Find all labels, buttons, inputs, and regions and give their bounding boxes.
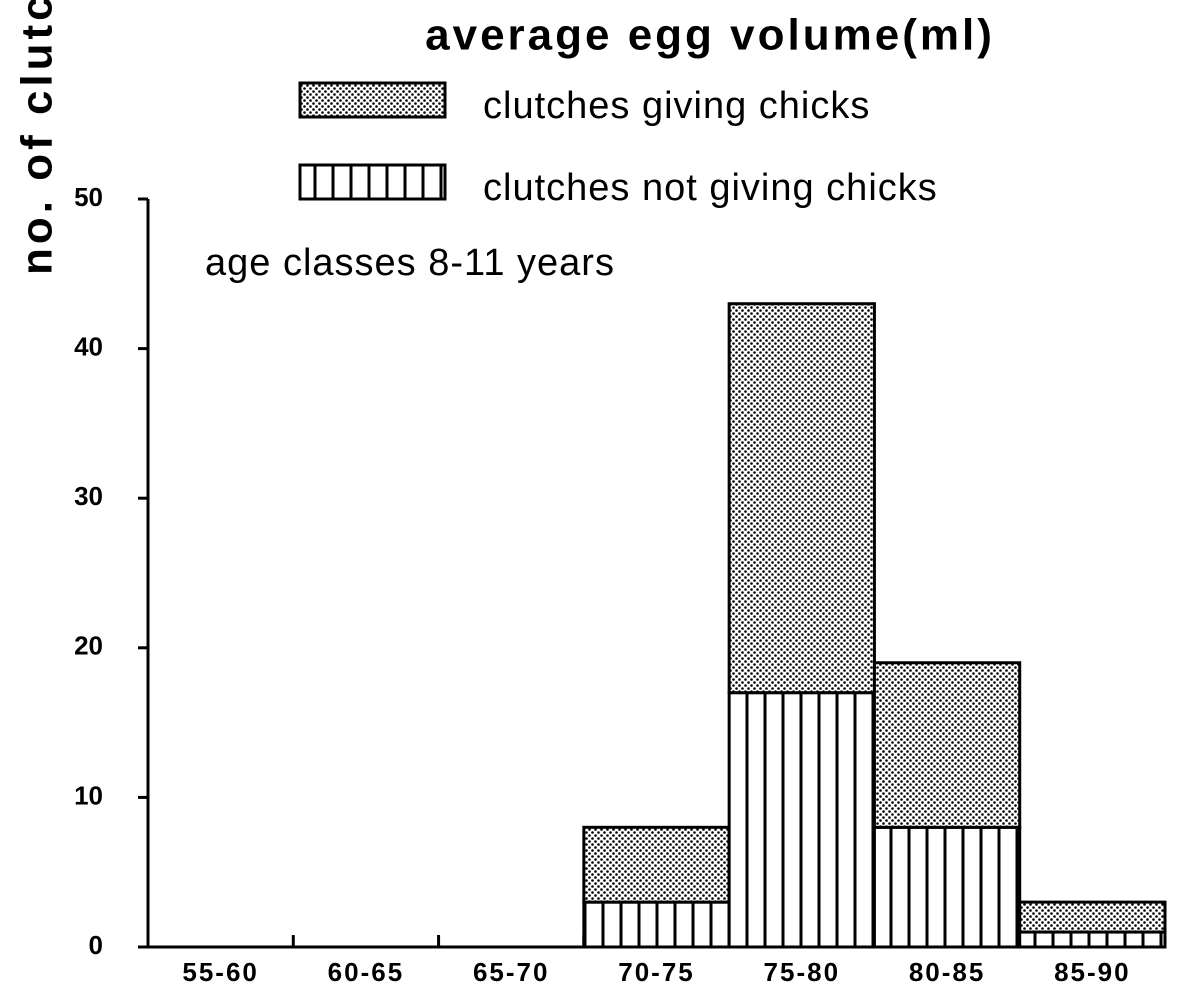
bar-segment [872, 661, 1022, 829]
x-tick-label: 65-70 [473, 957, 550, 987]
legend-label: clutches not giving chicks [483, 167, 938, 209]
x-tick-label: 55-60 [182, 957, 259, 987]
y-tick-label: 40 [74, 331, 103, 361]
legend-label: clutches giving chicks [483, 85, 870, 127]
y-axis-label: no. of clutches [13, 0, 62, 275]
y-tick-label: 20 [74, 631, 103, 661]
x-tick-label: 60-65 [328, 957, 405, 987]
chart-title: average egg volume(ml) [425, 11, 995, 60]
bar-segment [1018, 900, 1167, 934]
y-tick-label: 0 [89, 930, 103, 960]
x-tick-label: 70-75 [618, 957, 695, 987]
bar-segment [582, 825, 731, 904]
legend-swatch [298, 81, 447, 119]
y-tick-label: 10 [74, 780, 103, 810]
x-tick-label: 80-85 [909, 957, 986, 987]
bar-segment [727, 302, 876, 695]
bar-segment [727, 691, 876, 949]
bar-segment [872, 825, 1022, 949]
annotation: age classes 8-11 years [205, 242, 615, 284]
legend-swatch [298, 163, 447, 201]
x-tick-label: 75-80 [764, 957, 841, 987]
x-tick-label: 85-90 [1054, 957, 1131, 987]
bar-segment [1018, 930, 1167, 949]
bar-segment [582, 900, 731, 949]
y-tick-label: 30 [74, 481, 103, 511]
y-tick-label: 50 [74, 182, 103, 212]
